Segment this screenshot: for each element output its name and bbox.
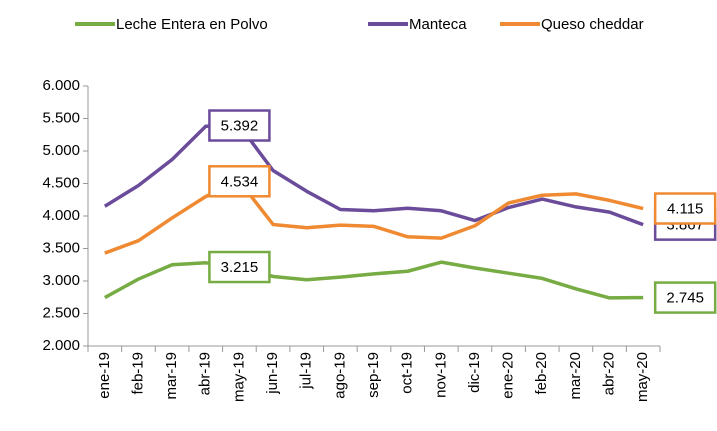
data-label: 4.115: [667, 200, 703, 217]
y-tick-label: 6.000: [42, 77, 80, 94]
x-tick-label: feb-19: [129, 352, 146, 395]
data-label: 3.215: [221, 259, 259, 276]
y-tick-label: 5.500: [42, 109, 80, 126]
data-label-box: [653, 192, 717, 225]
series-line: [103, 260, 644, 300]
series-line: [104, 179, 644, 255]
data-label: 5.392: [221, 117, 259, 134]
legend-label: Leche Entera en Polvo: [116, 16, 268, 33]
x-tick-label: may-20: [634, 352, 651, 402]
data-label-box: [208, 165, 271, 198]
x-tick-label: dic-19: [466, 352, 483, 393]
x-tick-label: ene-20: [500, 352, 517, 399]
y-tick-label: 4.000: [42, 207, 80, 224]
x-tick-label: may-19: [230, 352, 247, 402]
y-tick-label: 5.000: [42, 142, 80, 159]
data-label-box: [208, 109, 271, 142]
x-tick-label: nov-19: [432, 352, 449, 398]
x-tick-label: sep-19: [365, 352, 382, 398]
data-label-box: [653, 281, 717, 314]
x-tick-label: ene-19: [96, 352, 113, 399]
x-tick-label: abr-20: [600, 352, 617, 395]
x-tick-label: feb-20: [533, 352, 550, 395]
x-tick-label: jul-19: [298, 352, 315, 390]
x-tick-label: ago-19: [331, 352, 348, 399]
data-label: 2.745: [666, 290, 704, 307]
data-label-box: [208, 250, 271, 284]
y-tick-label: 3.000: [42, 272, 80, 289]
legend-label: Manteca: [409, 16, 467, 33]
y-tick-label: 4.500: [42, 174, 80, 191]
x-tick-label: mar-20: [567, 352, 584, 400]
y-tick-label: 2.500: [42, 304, 80, 321]
legend-label: Queso cheddar: [541, 16, 644, 33]
series-line: [103, 123, 644, 227]
y-tick-label: 3.500: [42, 239, 80, 256]
y-tick-label: 2.000: [42, 337, 80, 354]
x-tick-label: jun-19: [264, 352, 281, 395]
x-tick-label: abr-19: [197, 352, 214, 395]
x-tick-label: oct-19: [399, 352, 416, 394]
data-label: 4.534: [221, 173, 259, 190]
x-tick-label: mar-19: [163, 352, 180, 400]
